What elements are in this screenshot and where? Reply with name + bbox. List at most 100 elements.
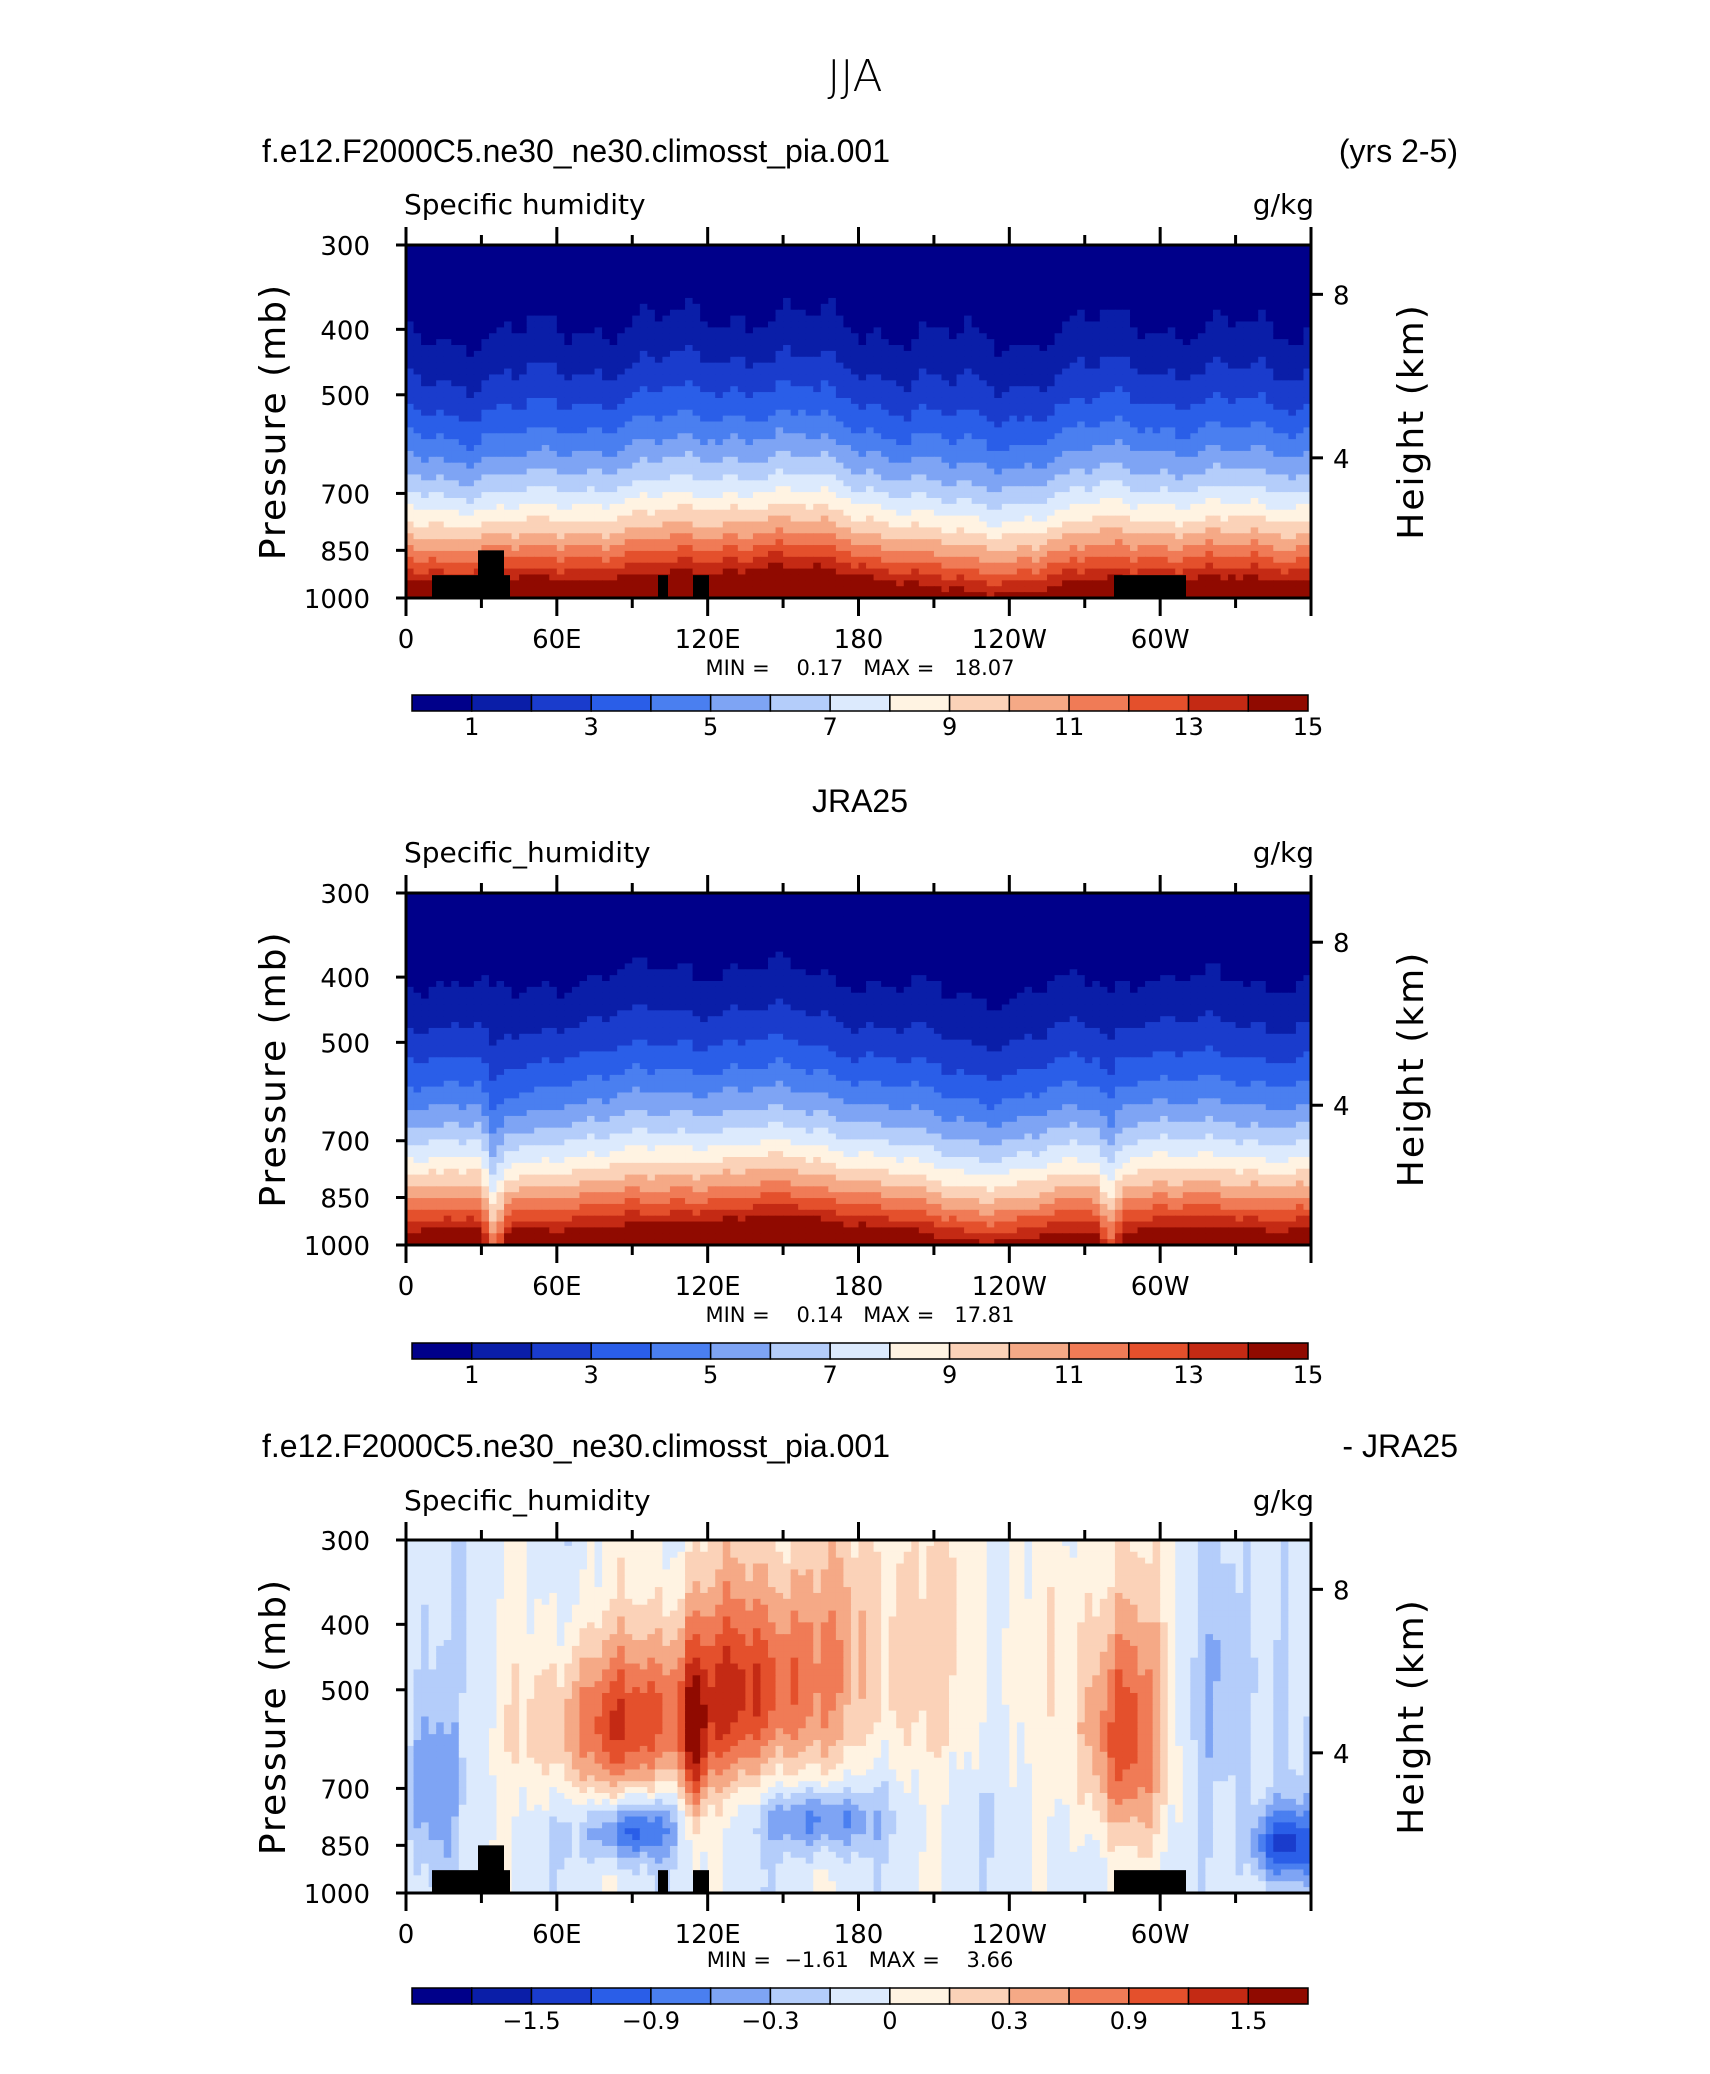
field-cell — [964, 350, 973, 358]
field-cell — [979, 297, 988, 305]
field-cell — [466, 333, 475, 340]
field-cell — [1084, 268, 1093, 276]
field-cell — [1190, 345, 1199, 352]
field-cell — [971, 374, 980, 381]
field-cell — [888, 356, 897, 364]
field-cell — [617, 462, 626, 470]
field-cell — [1212, 439, 1222, 446]
field-cell — [428, 374, 437, 381]
field-cell — [504, 303, 513, 311]
field-cell — [1295, 427, 1305, 434]
field-cell — [820, 292, 829, 299]
field-cell — [1288, 480, 1297, 487]
field-cell — [768, 368, 777, 376]
field-cell — [1069, 462, 1078, 470]
field-cell — [413, 403, 422, 411]
field-cell — [1039, 268, 1048, 276]
field-cell — [745, 350, 754, 358]
field-cell — [911, 462, 920, 470]
field-cell — [896, 409, 905, 417]
field-cell — [1114, 256, 1124, 264]
field-cell — [933, 415, 943, 423]
field-cell — [745, 427, 754, 434]
field-cell — [1303, 392, 1312, 399]
field-cell — [926, 392, 935, 399]
field-cell — [549, 397, 558, 405]
field-cell — [956, 480, 965, 487]
field-cell — [881, 403, 890, 411]
field-cell — [979, 356, 988, 364]
field-cell — [790, 427, 799, 434]
field-cell — [466, 368, 475, 376]
field-cell — [632, 356, 641, 364]
field-cell — [896, 480, 905, 487]
field-cell — [1122, 392, 1131, 399]
field-cell — [1145, 250, 1154, 258]
field-cell — [1099, 280, 1108, 287]
field-cell — [609, 433, 618, 440]
field-cell — [1175, 409, 1184, 417]
field-cell — [594, 474, 603, 481]
field-cell — [979, 292, 988, 299]
field-cell — [692, 386, 701, 393]
field-cell — [677, 450, 686, 458]
field-cell — [1092, 297, 1101, 305]
field-cell — [715, 397, 724, 405]
field-cell — [1288, 415, 1297, 423]
field-cell — [1190, 321, 1199, 328]
field-cell — [1077, 409, 1086, 417]
field-cell — [421, 468, 430, 476]
field-cell — [835, 486, 845, 493]
field-cell — [692, 303, 701, 311]
field-cell — [707, 350, 716, 358]
field-cell — [1107, 450, 1116, 458]
field-cell — [752, 456, 762, 464]
field-cell — [850, 374, 860, 381]
field-cell — [1205, 262, 1214, 270]
field-cell — [1303, 256, 1312, 264]
field-cell — [549, 421, 558, 428]
field-cell — [458, 245, 467, 252]
field-cell — [813, 450, 822, 458]
field-cell — [481, 286, 490, 293]
field-cell — [624, 386, 633, 393]
field-cell — [1009, 297, 1018, 305]
field-cell — [798, 321, 807, 328]
field-cell — [1107, 386, 1116, 393]
field-cell — [1114, 362, 1124, 370]
field-cell — [511, 468, 520, 476]
field-cell — [783, 250, 792, 258]
field-cell — [526, 433, 535, 440]
field-cell — [986, 480, 995, 487]
field-cell — [1122, 403, 1131, 411]
field-cell — [1114, 409, 1124, 417]
field-cell — [1107, 245, 1116, 252]
field-cell — [1009, 368, 1018, 376]
field-cell — [617, 250, 626, 258]
field-cell — [511, 397, 520, 405]
field-cell — [639, 421, 648, 428]
field-cell — [1167, 274, 1176, 281]
field-cell — [971, 250, 980, 258]
field-cell — [587, 380, 596, 387]
field-cell — [986, 262, 995, 270]
field-cell — [534, 368, 543, 376]
field-cell — [760, 386, 769, 393]
field-cell — [466, 362, 475, 370]
field-cell — [700, 403, 709, 411]
field-cell — [488, 403, 498, 411]
field-cell — [534, 250, 543, 258]
field-cell — [911, 356, 920, 364]
field-cell — [519, 421, 528, 428]
field-cell — [1145, 350, 1154, 358]
field-cell — [1258, 286, 1267, 293]
field-cell — [1152, 321, 1161, 328]
field-cell — [632, 468, 641, 476]
field-cell — [828, 392, 837, 399]
field-cell — [737, 480, 746, 487]
field-cell — [752, 403, 762, 411]
field-cell — [866, 456, 875, 464]
field-cell — [488, 480, 498, 487]
field-cell — [1295, 250, 1305, 258]
field-cell — [979, 392, 988, 399]
